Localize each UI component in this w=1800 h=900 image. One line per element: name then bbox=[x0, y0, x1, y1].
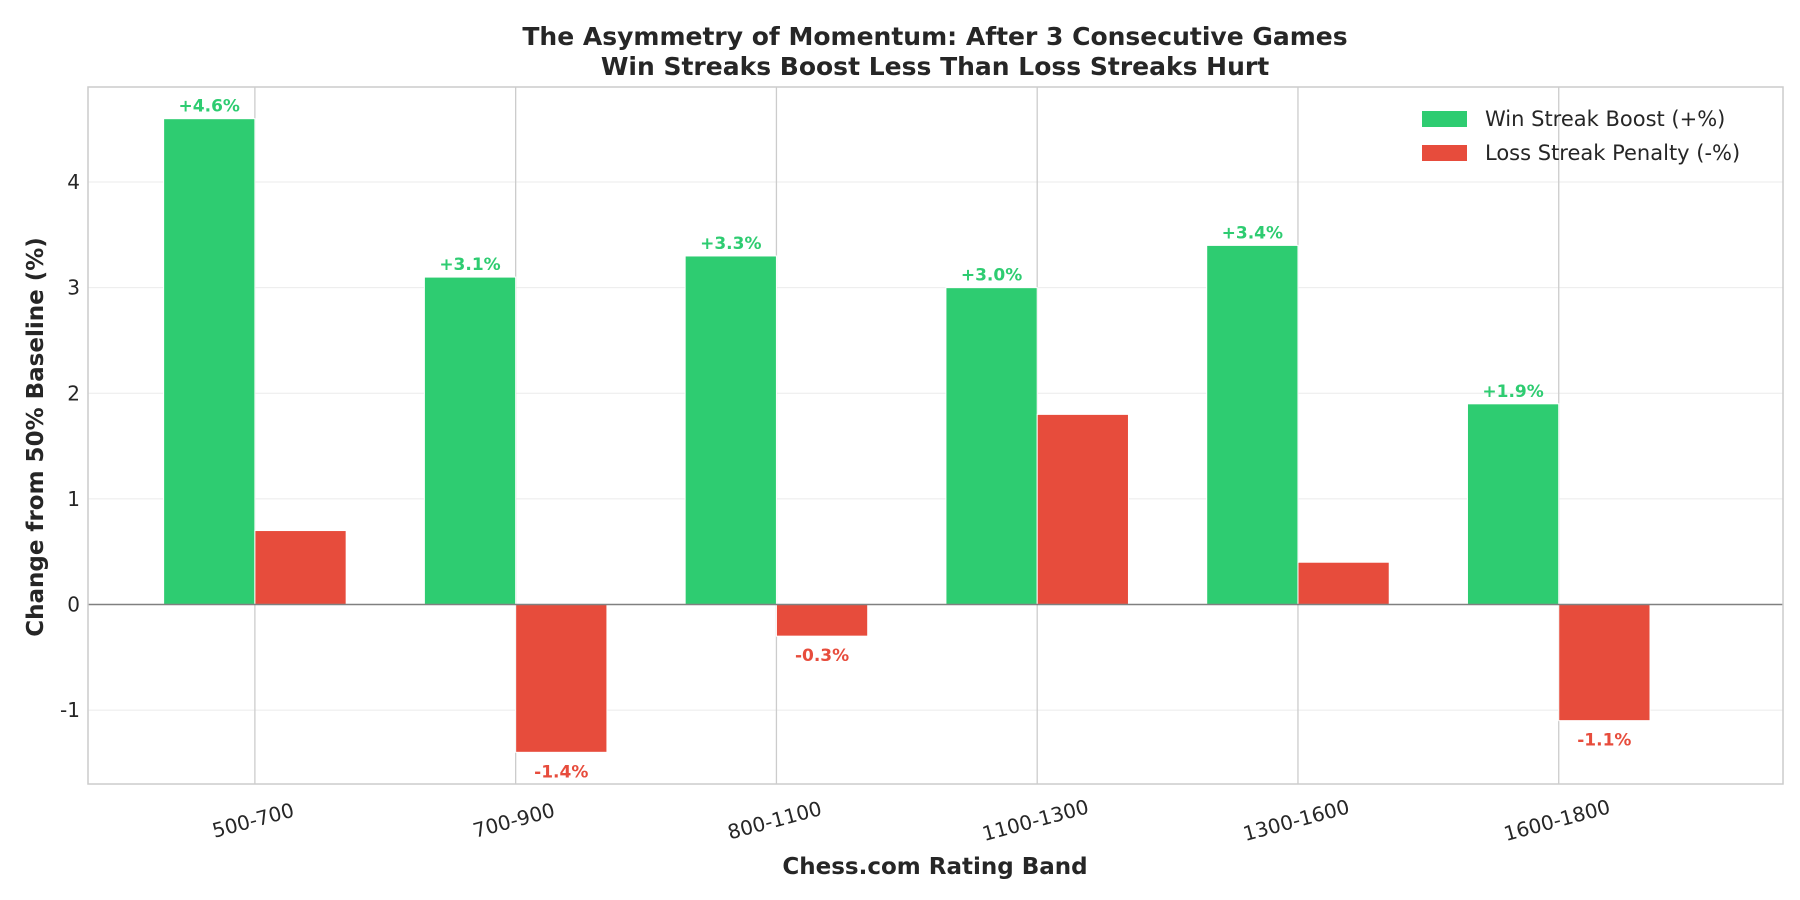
y-tick-label: 0 bbox=[67, 592, 80, 616]
y-tick-label: 2 bbox=[67, 381, 80, 405]
bar-value-label: +3.1% bbox=[439, 255, 500, 275]
x-tick-label: 800-1100 bbox=[725, 796, 824, 844]
bars bbox=[87, 86, 1784, 785]
loss-streak-bar bbox=[254, 530, 347, 605]
bar-value-label: +3.4% bbox=[1222, 223, 1283, 243]
bar-value-label: -1.4% bbox=[534, 762, 588, 782]
bar-value-label: -0.3% bbox=[795, 646, 849, 666]
x-axis-ticks: 500-700 700-900 800-1100 1100-1300 1300-1600… bbox=[210, 795, 1613, 846]
win-streak-bar bbox=[1206, 244, 1299, 605]
y-axis-ticks: -1 0 1 2 3 4 bbox=[60, 170, 80, 722]
legend-entry: Win Streak Boost (+%) bbox=[1485, 107, 1725, 131]
chart-title-line: The Asymmetry of Momentum: After 3 Conse… bbox=[522, 22, 1347, 51]
bar-value-label: +3.0% bbox=[961, 266, 1022, 286]
chart-title: The Asymmetry of Momentum: After 3 Conse… bbox=[522, 22, 1347, 81]
x-tick-label: 1100-1300 bbox=[980, 795, 1092, 846]
y-tick-label: 3 bbox=[67, 276, 80, 300]
x-tick-label: 500-700 bbox=[210, 798, 297, 843]
plot-frame bbox=[87, 86, 1784, 785]
legend-entry: Loss Streak Penalty (-%) bbox=[1485, 141, 1740, 165]
x-tick-label: 1600-1800 bbox=[1501, 795, 1613, 846]
loss-streak-bar bbox=[1558, 603, 1651, 722]
data-labels: +4.6% +3.1% +3.3% +3.0% +3.4% +1.9% -1.4% -0.3%… bbox=[179, 97, 1632, 783]
loss-streak-bar bbox=[775, 603, 869, 637]
win-streak-bar bbox=[163, 118, 256, 605]
legend-swatch bbox=[1422, 111, 1467, 127]
x-tick-label: 700-900 bbox=[470, 798, 557, 843]
loss-streak-bar bbox=[1297, 561, 1390, 605]
loss-streak-bar bbox=[515, 603, 608, 753]
y-tick-label: 1 bbox=[67, 487, 80, 511]
legend: Win Streak Boost (+%) Loss Streak Penalty… bbox=[1422, 107, 1740, 165]
legend-swatch bbox=[1422, 145, 1467, 161]
win-streak-bar bbox=[1466, 403, 1560, 605]
bar-value-label: +1.9% bbox=[1482, 382, 1543, 402]
x-axis-label: Chess.com Rating Band bbox=[782, 854, 1087, 880]
chart-title-line: Win Streaks Boost Less Than Loss Streaks… bbox=[601, 52, 1269, 81]
x-tick-label: 1300-1600 bbox=[1240, 795, 1352, 846]
bar-value-label: +3.3% bbox=[700, 234, 761, 254]
y-tick-label: -1 bbox=[60, 698, 80, 722]
bar-value-label: +4.6% bbox=[179, 97, 240, 117]
y-tick-label: 4 bbox=[67, 170, 80, 194]
win-streak-bar bbox=[684, 255, 777, 605]
win-streak-bar bbox=[945, 287, 1038, 605]
bar-value-label: -1.1% bbox=[1577, 731, 1631, 751]
y-axis-label: Change from 50% Baseline (%) bbox=[23, 237, 49, 637]
loss-streak-bar bbox=[1036, 413, 1129, 605]
win-streak-bar bbox=[423, 276, 517, 605]
